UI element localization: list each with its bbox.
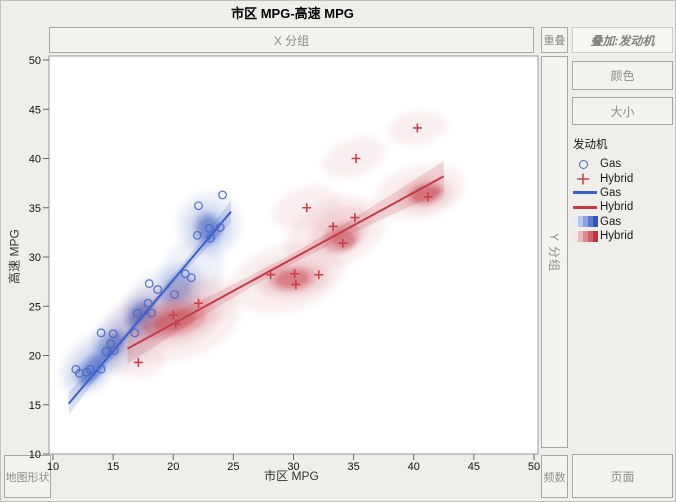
hybrid-point-marker[interactable] (168, 310, 178, 320)
gas-point-marker[interactable] (75, 368, 84, 378)
line-swatch-icon (573, 205, 600, 209)
hybrid-point-marker[interactable] (133, 357, 143, 367)
gas-point-marker[interactable] (180, 269, 190, 279)
gradient-swatch-icon (573, 216, 600, 228)
circle-swatch-icon (573, 159, 600, 169)
hybrid-point-marker[interactable] (266, 270, 276, 280)
hybrid-point-marker[interactable] (291, 280, 301, 290)
gas-point-marker[interactable] (109, 346, 119, 356)
legend-item-label: Hybrid (600, 201, 634, 214)
gas-point-marker[interactable] (147, 308, 157, 318)
hybrid-point-marker[interactable] (171, 319, 181, 329)
legend-item-label: Hybrid (600, 172, 634, 185)
gas-point-marker[interactable] (192, 230, 202, 240)
hybrid-point-marker[interactable] (194, 298, 204, 308)
legend: 发动机 Gas Hybrid Gas Hybrid Gas Hybrid (573, 136, 675, 243)
gas-point-marker[interactable] (215, 222, 225, 232)
gas-point-marker[interactable] (96, 364, 106, 374)
plot-area[interactable] (49, 56, 538, 454)
plus-swatch-icon (573, 173, 600, 185)
legend-item-hybrid-plus[interactable]: Hybrid (573, 171, 675, 185)
gas-point-marker[interactable] (82, 367, 92, 377)
hybrid-point-marker[interactable] (328, 221, 338, 231)
hybrid-point-marker[interactable] (412, 123, 422, 133)
gas-point-marker[interactable] (106, 339, 116, 349)
legend-items: Gas Hybrid Gas Hybrid Gas Hybrid (573, 157, 675, 243)
gas-point-marker[interactable] (130, 328, 140, 338)
legend-item-label: Gas (600, 186, 622, 199)
line-swatch-icon (573, 191, 600, 195)
gas-point-marker[interactable] (194, 201, 203, 211)
legend-item-label: Hybrid (600, 230, 634, 243)
chart-title: 市区 MPG-高速 MPG (231, 6, 354, 21)
scatter-points-hybrid (133, 123, 433, 367)
fit-line-hybrid[interactable] (127, 175, 445, 350)
hybrid-point-marker[interactable] (314, 270, 324, 280)
legend-item-gas-circle[interactable]: Gas (573, 157, 675, 171)
confidence-band-hybrid (127, 160, 444, 364)
hybrid-point-marker[interactable] (350, 213, 360, 223)
gas-point-marker[interactable] (153, 285, 163, 294)
gas-point-marker[interactable] (170, 289, 179, 299)
hybrid-point-marker[interactable] (351, 154, 361, 163)
legend-item-gas-line[interactable]: Gas (573, 186, 675, 200)
legend-item-label: Gas (600, 215, 622, 228)
fit-line-gas[interactable] (67, 211, 232, 405)
gas-point-marker[interactable] (85, 364, 95, 374)
y-tick-label: 15 (29, 400, 41, 412)
legend-item-hybrid-line[interactable]: Hybrid (573, 200, 675, 214)
drop-zone-map-shape[interactable]: 地图形状 (4, 455, 51, 498)
hybrid-point-marker[interactable] (290, 269, 300, 279)
density-layer-gas (59, 191, 242, 397)
gas-point-marker[interactable] (218, 190, 228, 200)
confidence-band-gas (68, 200, 231, 416)
hybrid-point-marker[interactable] (302, 203, 312, 213)
gas-point-marker[interactable] (96, 328, 106, 338)
drop-zone-y-group[interactable]: Y 分组 (541, 56, 568, 448)
y-tick-label: 35 (29, 203, 41, 215)
hybrid-point-marker[interactable] (423, 192, 433, 202)
density-layer-hybrid (106, 110, 465, 379)
gas-point-marker[interactable] (132, 308, 142, 318)
drop-zone-color[interactable]: 颜色 (572, 61, 673, 90)
drop-zone-page[interactable]: 页面 (572, 454, 673, 498)
y-tick-label: 45 (29, 104, 41, 116)
gas-point-marker[interactable] (206, 233, 215, 243)
drop-zone-overlap[interactable]: 重叠 (541, 27, 568, 53)
legend-title: 发动机 (573, 139, 608, 151)
x-axis-title: 市区 MPG (264, 469, 319, 483)
legend-item-label: Gas (600, 158, 622, 171)
gas-point-marker[interactable] (101, 347, 111, 357)
gas-point-marker[interactable] (144, 279, 154, 289)
legend-item-hybrid-gradient[interactable]: Hybrid (573, 229, 675, 243)
y-tick-label: 20 (29, 351, 41, 363)
drop-zone-overlay-engine[interactable]: 叠加:发动机 (572, 27, 673, 53)
scatter-points-gas (71, 190, 228, 378)
gradient-swatch-icon (573, 230, 600, 242)
y-group-label: Y 分组 (547, 232, 561, 272)
y-tick-label: 50 (29, 55, 41, 67)
y-tick-label: 40 (29, 154, 41, 166)
gas-point-marker[interactable] (143, 298, 153, 308)
y-tick-label: 25 (29, 301, 41, 313)
drop-zone-x-group[interactable]: X 分组 (49, 27, 534, 53)
drop-zone-size[interactable]: 大小 (572, 97, 673, 125)
gas-point-marker[interactable] (204, 223, 214, 233)
gas-point-marker[interactable] (186, 273, 196, 283)
hybrid-point-marker[interactable] (338, 238, 348, 248)
drop-zone-frequency[interactable]: 频数 (541, 455, 568, 498)
gas-point-marker[interactable] (71, 364, 81, 374)
plot-border (48, 55, 539, 455)
plot-content (59, 110, 465, 416)
y-tick-label: 30 (29, 252, 41, 264)
y-axis-title: 高速 MPG (7, 229, 22, 284)
gas-point-marker[interactable] (108, 329, 118, 339)
legend-item-gas-gradient[interactable]: Gas (573, 215, 675, 229)
